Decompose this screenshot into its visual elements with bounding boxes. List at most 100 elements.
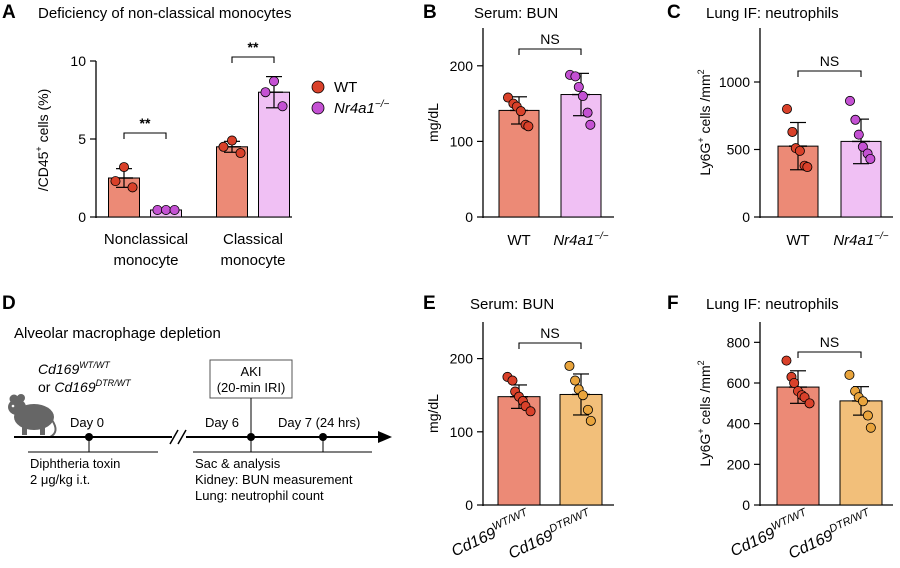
data-point [582,107,593,118]
data-point [789,377,800,388]
data-point [515,106,526,117]
day7-label: Day 7 (24 hrs) [278,415,360,430]
x-category-name: Cd169 [506,527,556,562]
data-point [857,141,868,152]
data-point [169,204,180,215]
data-point [782,104,793,115]
significance-label: NS [540,31,559,47]
data-point [127,182,138,193]
legend-ko-sup: −/− [375,99,390,110]
data-point [844,369,855,380]
aki-box-line-2: (20-min IRI) [217,380,286,395]
y-axis-label-sup: 2 [696,360,706,365]
significance-label: NS [820,53,839,69]
data-point [794,145,805,156]
panel-a-title: Deficiency of non-classical monocytes [38,5,291,22]
y-axis-label-text: /CD45 [35,151,51,191]
y-tick-label: 0 [742,209,750,225]
data-point [277,101,288,112]
data-point [573,81,584,92]
legend-wt-label: WT [334,79,357,96]
y-tick-label: 200 [450,58,474,74]
significance-bracket [231,56,275,63]
aki-box [209,359,293,399]
legend-wt-marker [311,80,325,94]
x-category-sup: WT/WT [490,506,530,533]
chart-panel-c: C Lung IF: neutrophils 0 500 1000 Ly6G+ cells… [667,2,893,249]
y-axis-label-sup: + [696,137,706,142]
x-category-name: Cd169 [728,525,778,560]
data-point [160,204,171,215]
data-point [862,410,873,421]
significance-bracket [123,132,167,139]
note2-line-2: Kidney: BUN measurement [195,472,353,487]
x-category-name: Nr4a1 [833,232,874,249]
panel-label-f: F [667,293,679,314]
panel-title: Serum: BUN [474,5,558,22]
x-category-name: Nr4a1 [553,232,594,249]
panel-label-d: D [2,293,16,314]
y-axis-label: Ly6G+ cells /mm2 [696,69,713,175]
data-point [865,153,876,164]
data-point [577,390,588,401]
significance-bracket [797,351,862,358]
y-tick-label: 0 [78,209,86,225]
chart-panel-f: F Lung IF: neutrophils 0 200 400 600 800 Ly6G+ … [667,293,893,563]
data-point [850,114,861,125]
panel-label-c: C [667,2,681,23]
data-point [525,406,536,417]
data-point [260,87,271,98]
x-category-sup: −/− [874,231,889,242]
y-axis-label-sup: + [696,428,706,433]
x-category-sup: DTR/WT [827,506,872,535]
axis-break-mark [177,429,187,445]
x-category-name: Cd169 [786,527,836,562]
data-point [577,91,588,102]
data-point [119,162,130,173]
data-point [787,126,798,137]
x-category-name: WT [786,232,809,249]
mouse-icon [8,394,57,438]
x-category-label: WT [507,232,530,249]
data-point [218,141,229,152]
x-category-sup: DTR/WT [547,506,592,535]
mouse-line-1: Cd169WT/WT [38,360,111,377]
significance-bracket [518,342,582,349]
note1-line-1: Diphtheria toxin [30,456,120,471]
x-category-label: Nr4a1−/− [553,231,608,249]
significance-label: ** [140,115,151,131]
y-axis-label: Ly6G+ cells /mm2 [696,360,713,466]
data-point [582,404,593,415]
data-point [507,375,518,386]
bar [839,400,883,506]
y-axis-label-text: Ly6G [697,143,713,176]
x-category-name: WT [507,232,530,249]
y-tick-label: 10 [70,53,86,69]
x-category-label: WT [786,232,809,249]
y-tick-label: 500 [727,142,751,158]
y-tick-label: 100 [450,424,474,440]
x-category-sup: −/− [594,231,609,242]
day0-label: Day 0 [70,415,104,430]
x-category-sup: WT/WT [769,506,809,533]
timeline-diagram: D Alveolar macrophage depletion Cd169WT/… [2,293,392,503]
y-axis-label-text: cells (%) [35,89,51,147]
y-tick-label: 1000 [719,74,750,90]
data-point [570,375,581,386]
y-axis-label: mg/dL [425,103,441,142]
y-tick-label: 100 [450,133,474,149]
mouse-line-2-prefix: or [38,379,54,395]
significance-label: NS [540,325,559,341]
significance-bracket [518,48,582,55]
panel-label-a: A [2,2,16,23]
y-tick-label: 5 [78,131,86,147]
legend-ko-marker [311,101,325,115]
mouse-line-2-sup: DTR/WT [96,378,132,388]
mouse-line-1-sup: WT/WT [79,360,111,370]
y-tick-label: 600 [727,375,751,391]
axis-break-mark [169,429,179,445]
legend-ko-label: Nr4a1−/− [334,99,389,117]
y-axis-label-text: mg/dL [425,394,441,433]
panel-label-b: B [423,2,437,23]
